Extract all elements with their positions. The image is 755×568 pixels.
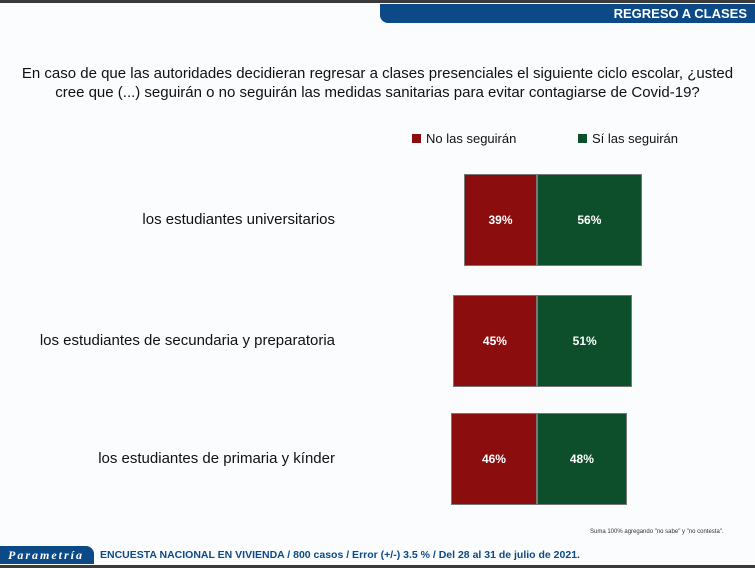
bar-si: 56% [537,174,642,266]
category-label: los estudiantes de secundaria y preparat… [39,332,335,349]
legend-label: No las seguirán [426,131,517,146]
legend-swatch [412,134,421,143]
category-label: los estudiantes universitarios [142,211,335,228]
chart-title: En caso de que las autoridades decidiera… [21,65,734,101]
category-label: los estudiantes de primaria y kínder [98,450,335,467]
survey-info: ENCUESTA NACIONAL EN VIVIENDA / 800 caso… [100,549,580,561]
bar-si: 51% [537,295,633,387]
bar-no: 46% [450,413,537,505]
top-border [0,0,755,3]
legend-label: Sí las seguirán [592,131,678,146]
bar-si: 48% [537,413,627,505]
legend-swatch [578,134,587,143]
legend-item-no: No las seguirán [412,131,516,146]
bar-no: 39% [464,174,537,266]
bottom-border [0,565,755,568]
footnote: Suma 100% agregando "no sabe" y "no cont… [590,529,724,535]
footer: Parametría ENCUESTA NACIONAL EN VIVIENDA… [0,546,755,565]
legend-item-si: Sí las seguirán [578,131,678,146]
parametria-logo: Parametría [0,546,94,564]
bar-no: 45% [452,295,537,387]
section-header: REGRESO A CLASES [380,4,755,23]
